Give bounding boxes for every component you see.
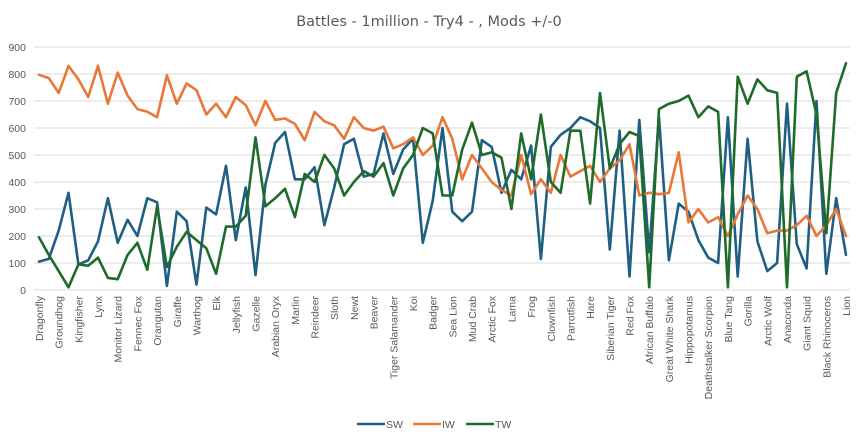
x-tick-label: Sloth	[329, 296, 341, 320]
legend-item-iw: IW	[413, 419, 455, 431]
legend-item-sw: SW	[357, 419, 403, 431]
x-tick-label: Parrotfish	[565, 296, 577, 341]
x-tick-label: Lion	[841, 296, 853, 316]
x-tick-label: Orangutan	[152, 296, 164, 346]
x-tick-label: Hare	[585, 296, 597, 319]
x-axis-ticks: Dragonfly Groundhog Kingfisher Lynx Monitor …	[34, 295, 853, 399]
x-tick-label: Monitor Lizard	[113, 296, 125, 363]
x-tick-label: Gorilla	[743, 296, 755, 327]
series-line-iw	[37, 64, 848, 238]
y-tick-label: 500	[8, 150, 26, 162]
x-tick-label: Giant Squid	[802, 296, 814, 351]
x-tick-label: Frog	[526, 296, 538, 318]
x-tick-label: Arctic Fox	[487, 295, 499, 342]
y-tick-label: 200	[8, 231, 26, 243]
y-tick-label: 400	[8, 177, 26, 189]
x-tick-label: Anaconda	[782, 296, 794, 343]
x-tick-label: Giraffe	[172, 296, 184, 327]
y-tick-label: 900	[8, 42, 26, 54]
x-tick-label: Beaver	[369, 296, 381, 330]
x-tick-label: Black Rhinoceros	[821, 296, 833, 378]
x-tick-label: African Buffalo	[644, 296, 656, 364]
x-tick-label: Groundhog	[54, 296, 66, 349]
x-tick-label: Elk	[211, 295, 223, 310]
x-tick-label: Badger	[428, 295, 440, 329]
x-tick-label: Kingfisher	[73, 296, 85, 343]
x-tick-label: Lama	[506, 296, 518, 322]
y-tick-label: 100	[8, 258, 26, 270]
x-tick-label: Sea Lion	[447, 296, 459, 338]
series-lines	[37, 61, 848, 289]
x-tick-label: Newt	[349, 296, 361, 320]
x-tick-label: Siberian Tiger	[605, 296, 617, 361]
y-tick-label: 700	[8, 96, 26, 108]
x-tick-label: Arctic Wolf	[762, 296, 774, 346]
x-tick-label: Koi	[408, 296, 420, 311]
series-line-sw	[37, 99, 848, 288]
y-tick-label: 600	[8, 123, 26, 135]
x-tick-label: Marlin	[290, 296, 302, 325]
gridlines	[34, 46, 850, 291]
x-tick-label: Clownfish	[546, 296, 558, 342]
y-tick-label: 800	[8, 69, 26, 81]
x-tick-label: Arabian Oryx	[270, 295, 282, 357]
y-axis-ticks: 0 100 200 300 400 500 600 700 800 900	[8, 42, 26, 297]
series-line-tw	[37, 61, 848, 289]
legend-item-tw: TW	[466, 419, 511, 431]
y-tick-label: 0	[20, 285, 26, 297]
legend-label: IW	[442, 419, 455, 431]
chart-title: Battles - 1million - Try4 - , Mods +/-0	[296, 14, 562, 30]
x-tick-label: Dragonfly	[34, 295, 46, 341]
legend-label: SW	[386, 419, 403, 431]
x-tick-label: Blue Tang	[723, 296, 735, 343]
x-tick-label: Lynx	[93, 295, 105, 318]
x-tick-label: Red Fox	[624, 295, 636, 335]
x-tick-label: Deathstalker Scorpion	[703, 296, 715, 399]
x-tick-label: Tiger Salamander	[388, 296, 400, 380]
x-tick-label: Fennec Fox	[132, 295, 144, 351]
legend-label: TW	[495, 419, 511, 431]
x-tick-label: Jellyfish	[231, 296, 243, 334]
x-tick-label: Hippopotamus	[684, 296, 696, 364]
x-tick-label: Gazelle	[251, 296, 263, 332]
x-tick-label: Reindeer	[310, 296, 322, 339]
x-tick-label: Mud Crab	[467, 296, 479, 342]
x-tick-label: Warthog	[191, 296, 203, 335]
x-tick-label: Great White Shark	[664, 295, 676, 382]
legend: SW IW TW	[357, 419, 511, 431]
y-tick-label: 300	[8, 204, 26, 216]
